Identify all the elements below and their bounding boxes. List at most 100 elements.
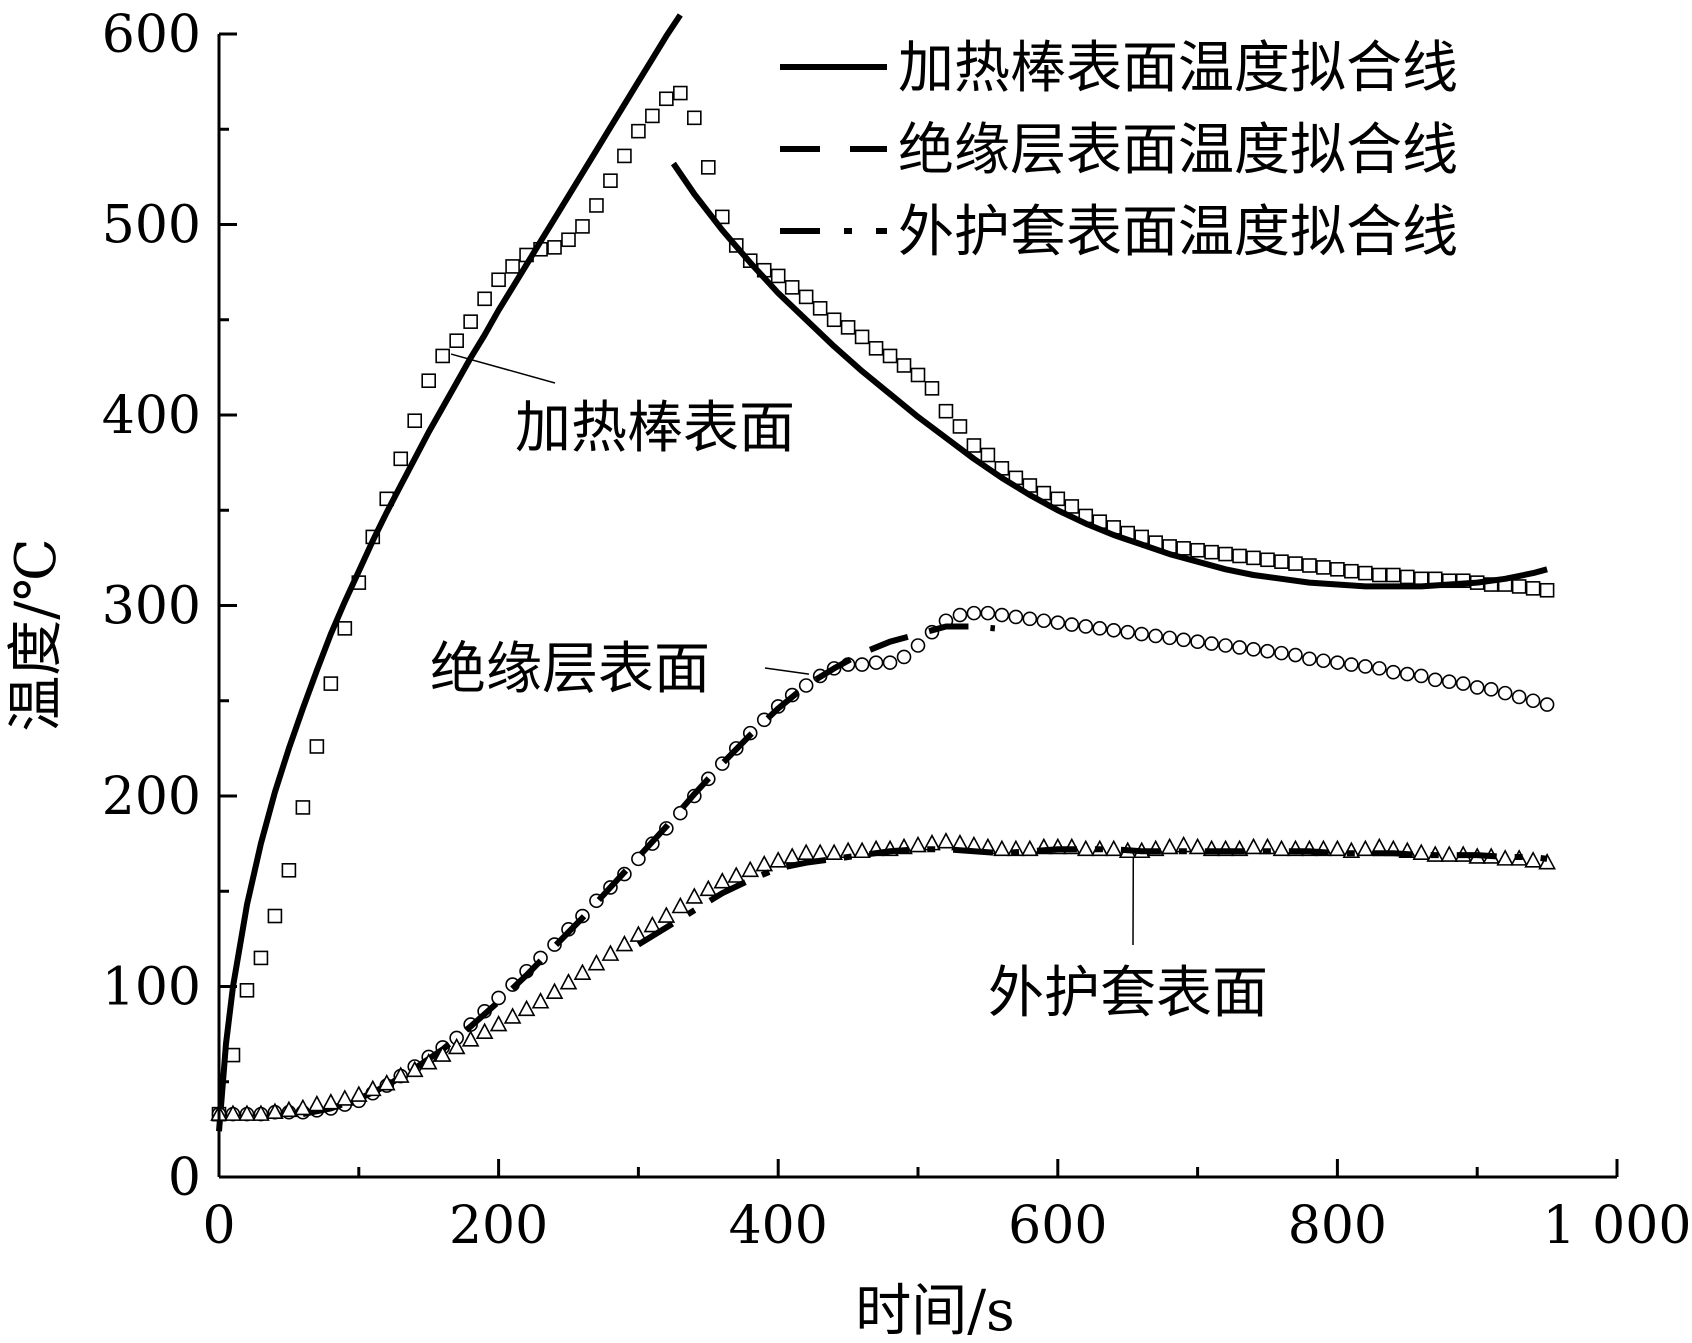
- data-point-triangle: [1524, 851, 1542, 868]
- data-point-triangle: [1021, 839, 1039, 857]
- data-point-circle: [1302, 651, 1317, 667]
- data-point-square: [1288, 556, 1303, 571]
- data-point-circle: [1441, 674, 1457, 690]
- data-point-circle: [631, 851, 646, 867]
- data-point-triangle: [797, 843, 815, 860]
- data-point-circle: [1497, 685, 1513, 701]
- data-point-square: [435, 348, 450, 364]
- data-point-square: [854, 329, 870, 345]
- data-point-triangle: [1104, 839, 1123, 857]
- data-point-circle: [1022, 611, 1038, 627]
- x-tick-label: 200: [449, 1196, 548, 1256]
- data-point-circle: [1455, 676, 1471, 691]
- data-point-triangle: [517, 999, 536, 1017]
- data-point-triangle: [503, 1007, 522, 1024]
- data-point-triangle: [587, 953, 606, 971]
- data-point-square: [1232, 548, 1247, 564]
- data-point-square: [1204, 544, 1219, 560]
- data-point-circle: [994, 607, 1010, 623]
- data-point-circle: [882, 655, 898, 670]
- series-sheath_measured: [210, 832, 1556, 1121]
- data-point-square: [239, 983, 255, 998]
- data-point-triangle: [755, 854, 774, 872]
- data-point-square: [1316, 560, 1331, 575]
- annotation-label: 绝缘层表面: [430, 637, 710, 702]
- data-point-square: [253, 950, 269, 966]
- data-point-square: [295, 800, 311, 815]
- data-point-square: [645, 108, 660, 124]
- data-point-circle: [1274, 645, 1289, 661]
- series-heater_fit_fall: [670, 161, 1548, 590]
- data-point-circle: [896, 649, 912, 665]
- data-point-square: [882, 348, 898, 364]
- x-tick-label: 400: [729, 1196, 828, 1256]
- data-point-circle: [868, 655, 884, 670]
- data-point-square: [393, 451, 409, 467]
- fit-line-heater_fit_rise: [216, 13, 683, 1132]
- data-point-triangle: [252, 1104, 270, 1121]
- data-point-square: [421, 373, 437, 389]
- data-point-square: [700, 160, 716, 175]
- data-point-square: [617, 148, 632, 164]
- x-axis-label: 时间/s: [855, 1279, 1015, 1343]
- data-point-square: [1190, 542, 1205, 558]
- data-point-triangle: [643, 915, 662, 933]
- series-insulation_measured: [211, 605, 1555, 1122]
- data-point-square: [1050, 491, 1066, 507]
- data-point-square: [463, 314, 478, 329]
- data-point-square: [673, 85, 688, 101]
- data-point-square: [812, 301, 828, 316]
- data-point-circle: [854, 657, 870, 672]
- data-point-circle: [1148, 628, 1163, 644]
- data-point-circle: [1232, 640, 1247, 655]
- data-point-circle: [1162, 630, 1177, 646]
- data-point-circle: [1372, 661, 1387, 676]
- data-point-square: [1246, 550, 1261, 566]
- data-point-square: [561, 232, 576, 248]
- data-point-triangle: [615, 934, 634, 952]
- data-point-square: [910, 367, 926, 383]
- data-point-square: [826, 312, 842, 328]
- y-axis-label: 温度/℃: [4, 538, 69, 732]
- data-point-square: [938, 403, 954, 419]
- data-point-triangle: [1412, 843, 1431, 860]
- axes: 0 200 400 600 800 1 000 0 100 200 300 400 500 600: [102, 5, 1692, 1256]
- x-tick-label: 800: [1288, 1196, 1387, 1256]
- data-point-triangle: [391, 1066, 410, 1083]
- data-point-square: [784, 280, 800, 295]
- data-point-triangle: [363, 1079, 382, 1097]
- data-point-circle: [1204, 636, 1219, 651]
- data-point-triangle: [811, 843, 829, 860]
- data-point-circle: [1358, 659, 1373, 674]
- fit-line-sheath_fit: [636, 846, 1548, 948]
- data-point-square: [1525, 581, 1541, 596]
- data-point-triangle: [727, 866, 746, 883]
- data-point-square: [980, 447, 996, 463]
- data-point-triangle: [559, 972, 578, 990]
- data-point-circle: [491, 990, 506, 1006]
- data-point-circle: [1246, 642, 1261, 657]
- legend-label: 外护套表面温度拟合线: [898, 200, 1458, 265]
- data-point-triangle: [713, 872, 732, 889]
- data-point-circle: [1288, 647, 1303, 663]
- y-tick-label: 500: [102, 196, 201, 256]
- data-point-triangle: [335, 1089, 354, 1106]
- data-point-square: [924, 381, 940, 396]
- data-point-triangle: [294, 1098, 312, 1116]
- data-point-square: [1274, 554, 1289, 569]
- data-point-circle: [1386, 664, 1401, 680]
- data-point-circle: [910, 638, 926, 653]
- data-point-square: [505, 259, 520, 274]
- data-point-triangle: [545, 982, 564, 1000]
- data-point-circle: [1483, 682, 1499, 697]
- data-point-triangle: [825, 843, 843, 860]
- series-sheath_fit: [636, 846, 1548, 948]
- data-point-circle: [1106, 622, 1122, 638]
- data-point-square: [589, 198, 604, 213]
- data-point-square: [1302, 558, 1317, 573]
- data-point-triangle: [447, 1037, 466, 1055]
- data-point-square: [687, 110, 702, 126]
- data-point-square: [323, 676, 339, 691]
